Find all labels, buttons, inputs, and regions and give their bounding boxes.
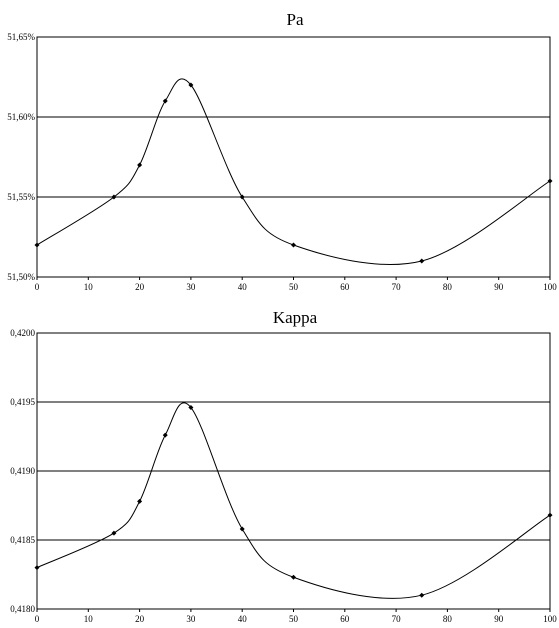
chart-pa-data-point xyxy=(137,162,143,168)
chart-kappa-y-tick-label: 0,4185 xyxy=(10,535,35,545)
chart-kappa-x-tick-label: 90 xyxy=(494,614,504,624)
chart-kappa-x-tick-label: 40 xyxy=(238,614,248,624)
chart-pa-x-tick-label: 60 xyxy=(340,282,350,290)
chart-kappa-y-tick-label: 0,4190 xyxy=(10,466,35,476)
chart-pa-y-tick-label: 51,50% xyxy=(7,272,35,282)
chart-pa-marks: 51,50% 51,55% 51,60% 51,65% 0 10 20 30 40 50 60 70 8… xyxy=(7,32,557,290)
chart-kappa-x-tick-label: 100 xyxy=(543,614,557,624)
chart-kappa-data-point xyxy=(162,432,168,438)
chart-pa-data-point xyxy=(111,194,117,200)
chart-pa-x-tick-label: 20 xyxy=(135,282,145,290)
chart-kappa-data-point xyxy=(137,498,143,504)
chart-pa-data-point xyxy=(547,178,553,184)
chart-pa-svg: Pa 51,50% 51,55% 51,60% 51,65% 0 10 20 30 40 50 60… xyxy=(7,10,557,290)
chart-kappa-x-tick-label: 10 xyxy=(84,614,94,624)
chart-pa-data-point xyxy=(291,242,296,248)
chart-pa-x-tick-label: 0 xyxy=(35,282,40,290)
chart-pa-x-tick-label: 100 xyxy=(543,282,557,290)
chart-kappa-svg: Kappa 0,4180 0,4185 0,4190 0,4195 0,4200 0 10 2… xyxy=(10,308,557,624)
chart-pa-x-tick-label: 80 xyxy=(443,282,453,290)
chart-pa-title: Pa xyxy=(287,10,304,29)
chart-pa-data-point xyxy=(419,258,425,264)
chart-pa-data-point xyxy=(162,98,168,104)
chart-kappa-series-line xyxy=(36,402,551,599)
chart-pa-plot-area xyxy=(36,36,551,278)
chart-kappa-data-point xyxy=(291,574,296,580)
chart-pa: Pa 51,50% 51,55% 51,60% 51,65% 0 10 20 30 40 50 60… xyxy=(0,0,559,290)
chart-pa-x-tick-label: 90 xyxy=(494,282,504,290)
chart-kappa-data-point xyxy=(239,526,245,532)
chart-kappa-marks: 0,4180 0,4185 0,4190 0,4195 0,4200 0 10 20 30 40 5… xyxy=(10,328,557,624)
chart-kappa-data-point xyxy=(188,405,194,411)
chart-kappa-x-tick-label: 30 xyxy=(186,614,196,624)
chart-pa-x-tick-label: 40 xyxy=(238,282,248,290)
chart-kappa-title: Kappa xyxy=(273,308,318,327)
chart-pa-y-tick-label: 51,55% xyxy=(7,192,35,202)
chart-pa-y-tick-label: 51,65% xyxy=(7,32,35,42)
chart-pa-data-point xyxy=(34,242,40,248)
chart-pa-x-tick-label: 50 xyxy=(289,282,299,290)
chart-kappa-data-point xyxy=(111,530,117,536)
chart-pa-x-tick-label: 70 xyxy=(392,282,402,290)
chart-pa-x-tick-label: 30 xyxy=(186,282,196,290)
chart-kappa-x-tick-label: 20 xyxy=(135,614,145,624)
chart-pa-data-point xyxy=(188,82,194,88)
chart-kappa: Kappa 0,4180 0,4185 0,4190 0,4195 0,4200 0 10 2… xyxy=(0,300,559,628)
chart-kappa-x-tick-label: 80 xyxy=(443,614,453,624)
chart-kappa-x-tick-label: 0 xyxy=(35,614,40,624)
chart-kappa-x-tick-label: 50 xyxy=(289,614,299,624)
chart-kappa-y-tick-label: 0,4195 xyxy=(10,397,35,407)
chart-kappa-y-tick-label: 0,4200 xyxy=(10,328,35,338)
chart-kappa-x-tick-label: 60 xyxy=(340,614,350,624)
chart-kappa-data-point xyxy=(547,512,553,518)
chart-kappa-data-point xyxy=(419,592,425,598)
chart-pa-y-tick-label: 51,60% xyxy=(7,112,35,122)
chart-kappa-x-tick-label: 70 xyxy=(392,614,402,624)
chart-kappa-data-point xyxy=(34,565,40,571)
chart-kappa-y-tick-label: 0,4180 xyxy=(10,604,35,614)
chart-pa-data-point xyxy=(239,194,245,200)
chart-pa-series-line xyxy=(36,78,551,266)
chart-pa-x-tick-label: 10 xyxy=(84,282,94,290)
